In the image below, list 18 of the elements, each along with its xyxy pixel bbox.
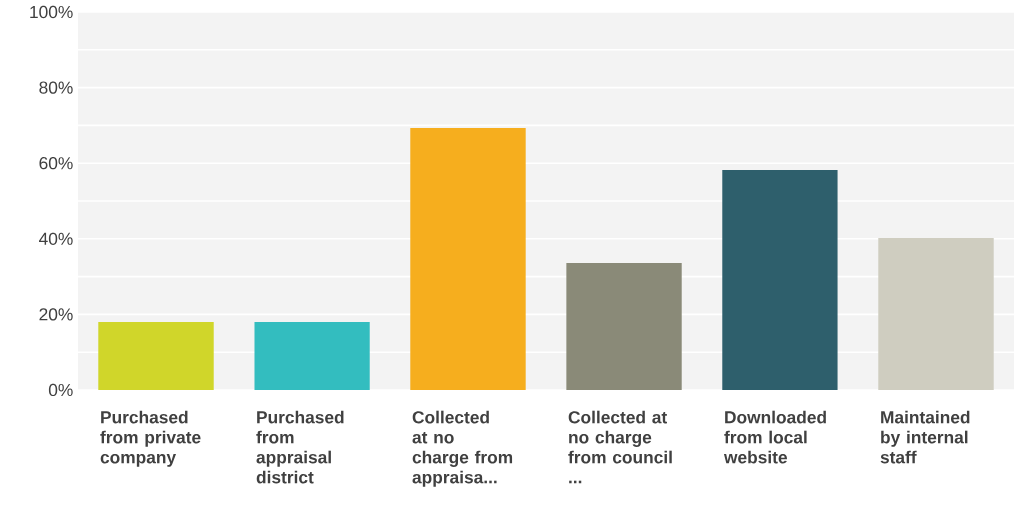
y-tick-label: 60%: [39, 157, 73, 170]
y-tick-label: 20%: [39, 308, 73, 321]
x-tick-label: Maintained by internal staff: [880, 410, 970, 464]
y-tick-label: 40%: [39, 232, 73, 245]
x-tick-label: Collected at no charge from appraisa...: [412, 410, 513, 487]
bar: [254, 321, 370, 390]
bar: [722, 170, 838, 390]
y-tick-label: 0%: [48, 383, 73, 397]
x-tick-label: Purchased from private company: [100, 410, 201, 467]
x-tick-label: Purchased from appraisal district: [256, 410, 344, 484]
bar: [410, 128, 526, 390]
y-tick-label: 100%: [30, 5, 73, 19]
y-tick-label: 80%: [39, 81, 73, 94]
bar: [98, 321, 214, 390]
x-tick-label: Downloaded from local website: [723, 410, 826, 464]
bar: [566, 262, 682, 390]
x-tick-label: Collected at no charge from council ...: [568, 410, 672, 484]
bar: [878, 238, 994, 390]
